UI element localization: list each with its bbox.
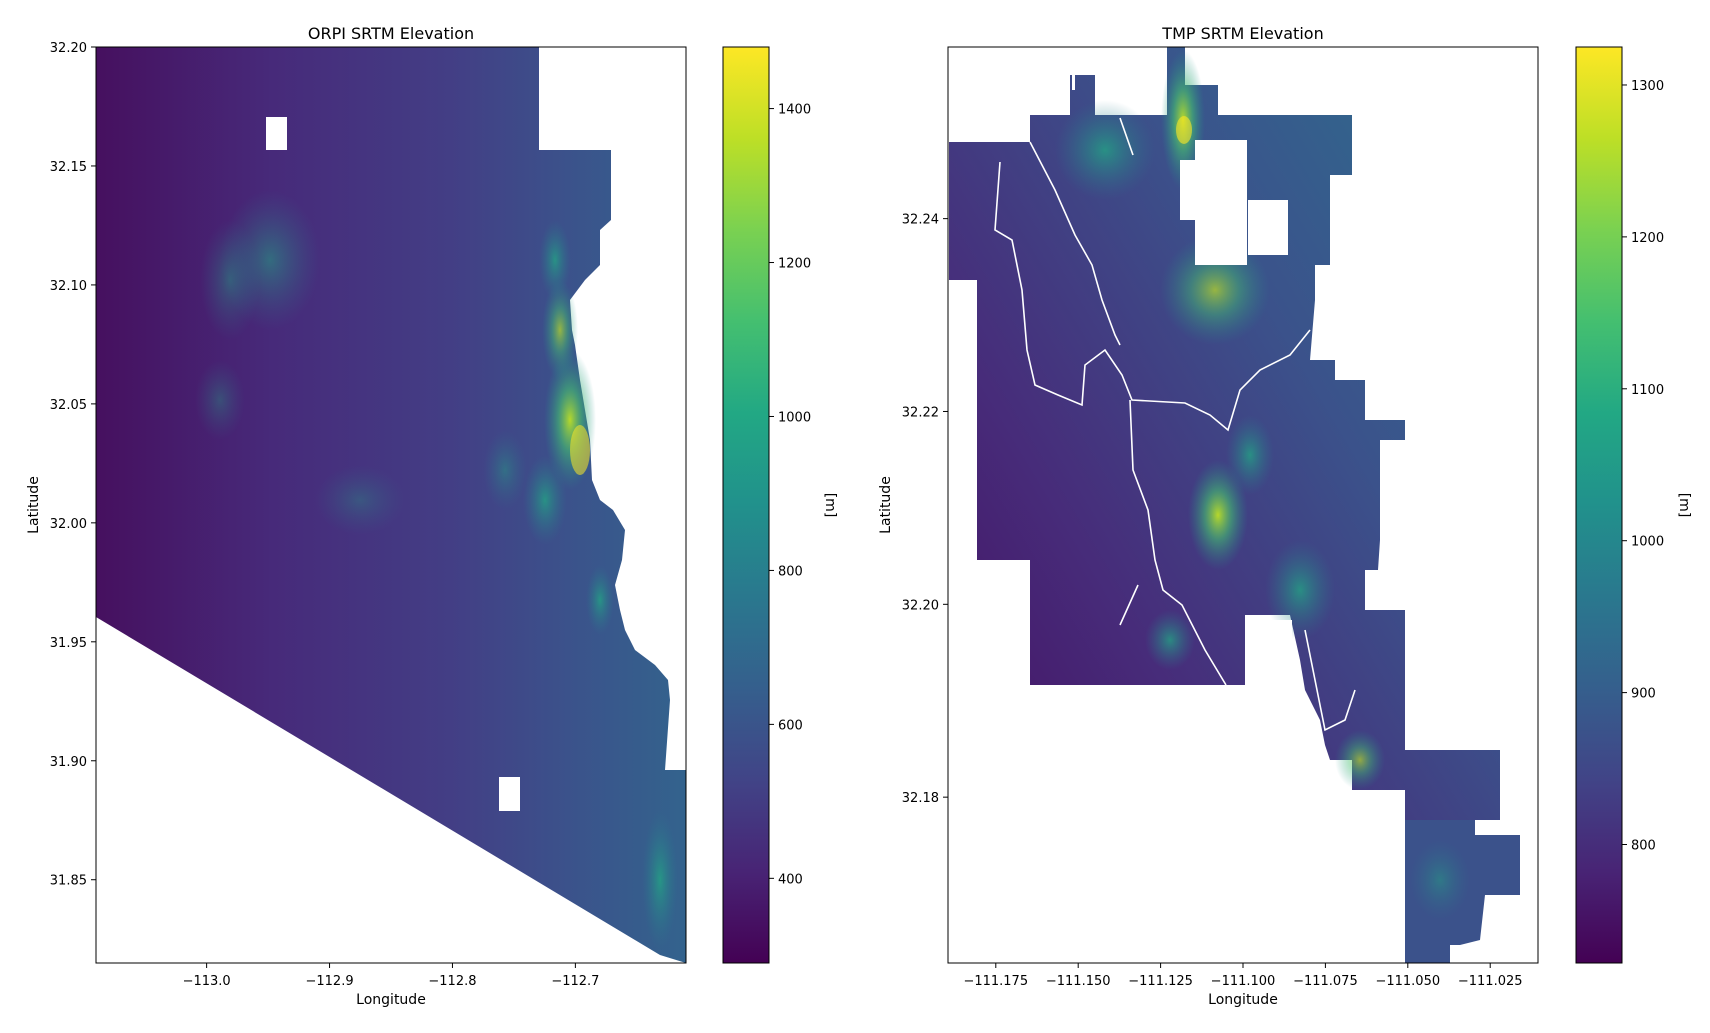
orpi-y-tick-label: 31.90 bbox=[50, 755, 87, 770]
orpi-colorbar-tick-label: 1400 bbox=[778, 103, 811, 118]
orpi-colorbar-tick-label: 400 bbox=[778, 872, 803, 887]
orpi-title: ORPI SRTM Elevation bbox=[308, 24, 474, 43]
tmp-x-label: Longitude bbox=[1208, 992, 1278, 1008]
tmp-elevation-panel: TMP SRTM Elevation bbox=[878, 24, 1692, 1008]
orpi-colorbar bbox=[722, 46, 770, 964]
tmp-x-tick-label: −111.125 bbox=[1128, 974, 1193, 989]
orpi-elevation-panel: ORPI SRTM Elevation −113.0 −112.9 −112.8 −1… bbox=[26, 24, 838, 1008]
orpi-elevation-raster bbox=[96, 47, 686, 963]
orpi-colorbar-tick-label: 1200 bbox=[778, 257, 811, 272]
orpi-y-tick-label: 31.85 bbox=[50, 874, 87, 889]
tmp-colorbar-label: [m] bbox=[1676, 493, 1692, 518]
tmp-colorbar-ticks: 800 900 1000 1100 1200 1300 bbox=[1622, 79, 1664, 854]
orpi-colorbar-tick-label: 800 bbox=[778, 564, 803, 579]
tmp-y-tick-label: 32.22 bbox=[902, 405, 939, 420]
tmp-colorbar-tick-label: 1300 bbox=[1631, 79, 1664, 94]
tmp-title: TMP SRTM Elevation bbox=[1161, 24, 1323, 43]
orpi-y-tick-label: 32.20 bbox=[50, 41, 87, 56]
tmp-y-tick-label: 32.18 bbox=[902, 791, 939, 806]
tmp-x-tick-label: −111.150 bbox=[1046, 974, 1111, 989]
tmp-x-tick-label: −111.050 bbox=[1375, 974, 1440, 989]
orpi-x-tick-label: −112.8 bbox=[428, 974, 476, 989]
orpi-y-ticks: 31.85 31.90 31.95 32.00 32.05 32.10 32.15 32.20 bbox=[50, 41, 96, 889]
orpi-plot-frame bbox=[95, 46, 687, 964]
orpi-x-tick-label: −113.0 bbox=[183, 974, 231, 989]
tmp-x-ticks: −111.175 −111.150 −111.125 −111.100 −111.075… bbox=[963, 963, 1523, 989]
orpi-colorbar-ticks: 400 600 800 1000 1200 1400 bbox=[769, 103, 811, 887]
tmp-y-tick-label: 32.24 bbox=[902, 213, 939, 228]
tmp-colorbar-tick-label: 1200 bbox=[1631, 231, 1664, 246]
orpi-y-tick-label: 32.10 bbox=[50, 279, 87, 294]
orpi-y-label: Latitude bbox=[26, 476, 42, 534]
orpi-colorbar-tick-label: 600 bbox=[778, 718, 803, 733]
tmp-colorbar-tick-label: 1000 bbox=[1631, 535, 1664, 550]
orpi-x-label: Longitude bbox=[356, 992, 426, 1008]
tmp-y-label: Latitude bbox=[878, 476, 894, 534]
tmp-x-tick-label: −111.100 bbox=[1211, 974, 1276, 989]
tmp-colorbar-tick-label: 1100 bbox=[1631, 383, 1664, 398]
orpi-y-tick-label: 32.15 bbox=[50, 160, 87, 175]
tmp-x-tick-label: −111.175 bbox=[963, 974, 1028, 989]
tmp-colorbar bbox=[1575, 46, 1623, 964]
tmp-x-tick-label: −111.075 bbox=[1293, 974, 1358, 989]
tmp-elevation-raster bbox=[949, 47, 1520, 963]
tmp-colorbar-tick-label: 800 bbox=[1631, 839, 1656, 854]
orpi-x-tick-label: −112.9 bbox=[305, 974, 353, 989]
orpi-colorbar-label: [m] bbox=[822, 493, 838, 518]
orpi-x-tick-label: −112.7 bbox=[551, 974, 599, 989]
tmp-y-ticks: 32.18 32.20 32.22 32.24 bbox=[902, 213, 948, 806]
orpi-y-tick-label: 32.00 bbox=[50, 517, 87, 532]
tmp-y-tick-label: 32.20 bbox=[902, 598, 939, 613]
orpi-colorbar-tick-label: 1000 bbox=[778, 410, 811, 425]
tmp-colorbar-tick-label: 900 bbox=[1631, 687, 1656, 702]
orpi-y-tick-label: 31.95 bbox=[50, 636, 87, 651]
tmp-x-tick-label: −111.025 bbox=[1458, 974, 1523, 989]
orpi-x-ticks: −113.0 −112.9 −112.8 −112.7 bbox=[183, 963, 599, 989]
orpi-y-tick-label: 32.05 bbox=[50, 398, 87, 413]
